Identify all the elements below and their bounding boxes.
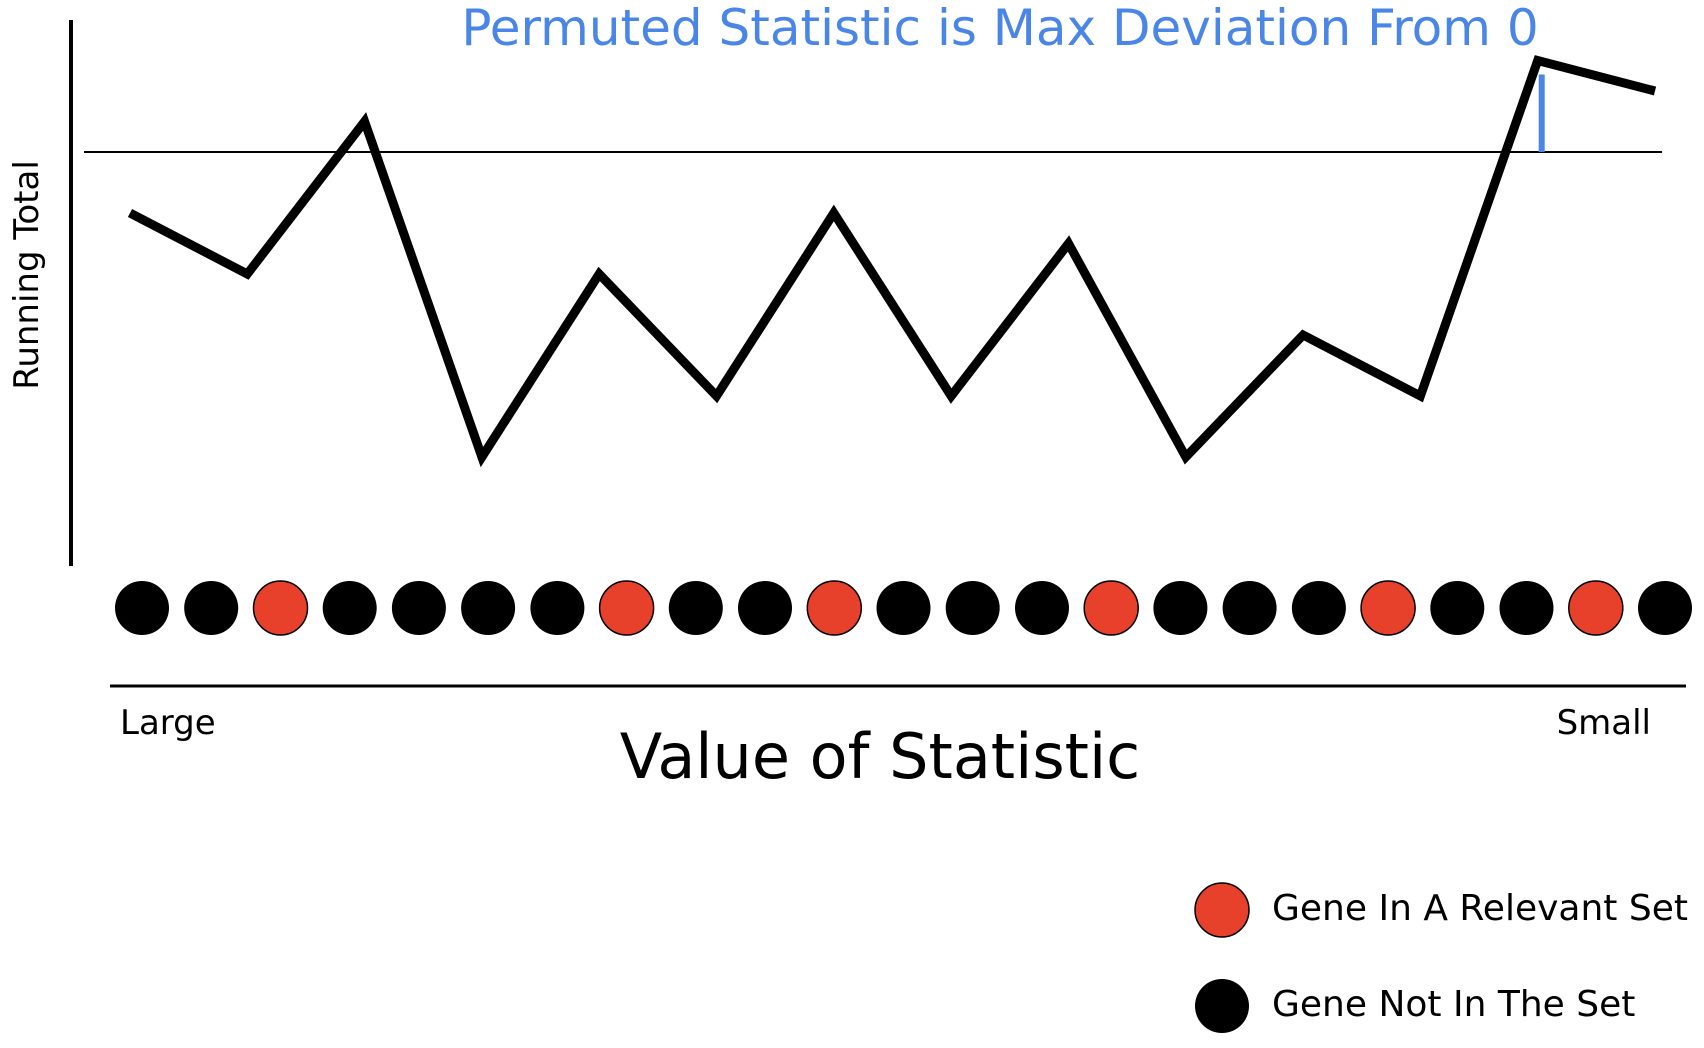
gene-dot-not-in-set — [668, 581, 723, 635]
gene-dot-in-set — [1083, 580, 1139, 636]
running-total-line — [127, 55, 1657, 468]
gene-dot-not-in-set — [738, 581, 792, 635]
gene-dot-not-in-set — [115, 581, 169, 635]
gene-dot-in-set — [252, 580, 309, 636]
gene-dot-in-set — [806, 580, 863, 636]
gene-dot-not-in-set — [184, 581, 239, 635]
gene-dot-not-in-set — [322, 581, 377, 635]
legend-not-in-set-label: Gene Not In The Set — [1272, 984, 1635, 1025]
gene-dot-not-in-set — [1638, 581, 1692, 635]
red-circle-icon — [1194, 882, 1250, 938]
x-left-label: Large — [120, 703, 216, 743]
legend: Gene In A Relevant Set Gene Not In The S… — [1194, 882, 1688, 1033]
gene-dot-not-in-set — [530, 581, 585, 635]
gene-dot-not-in-set — [1499, 581, 1554, 635]
gene-dot-not-in-set — [1291, 581, 1346, 635]
y-axis-label: Running Total — [7, 160, 47, 390]
gene-dot-not-in-set — [1430, 581, 1485, 635]
x-axis-label: Value of Statistic — [620, 720, 1141, 793]
gene-dot-not-in-set — [876, 581, 931, 635]
gene-dot-not-in-set — [391, 581, 446, 635]
gene-dot-not-in-set — [1222, 581, 1277, 635]
gene-dot-in-set — [1568, 580, 1624, 636]
gene-dot-in-set — [1360, 580, 1416, 636]
black-circle-icon — [1195, 979, 1249, 1033]
gene-dot-not-in-set — [461, 581, 516, 635]
gene-dot-in-set — [598, 580, 655, 636]
legend-in-set-label: Gene In A Relevant Set — [1272, 888, 1688, 929]
diagram-title: Permuted Statistic is Max Deviation From… — [461, 0, 1538, 57]
x-right-label: Small — [1557, 703, 1651, 743]
gene-dot-not-in-set — [945, 581, 1000, 635]
gene-dot-not-in-set — [1015, 581, 1069, 635]
gene-dots — [115, 580, 1692, 636]
gene-dot-not-in-set — [1153, 581, 1208, 635]
